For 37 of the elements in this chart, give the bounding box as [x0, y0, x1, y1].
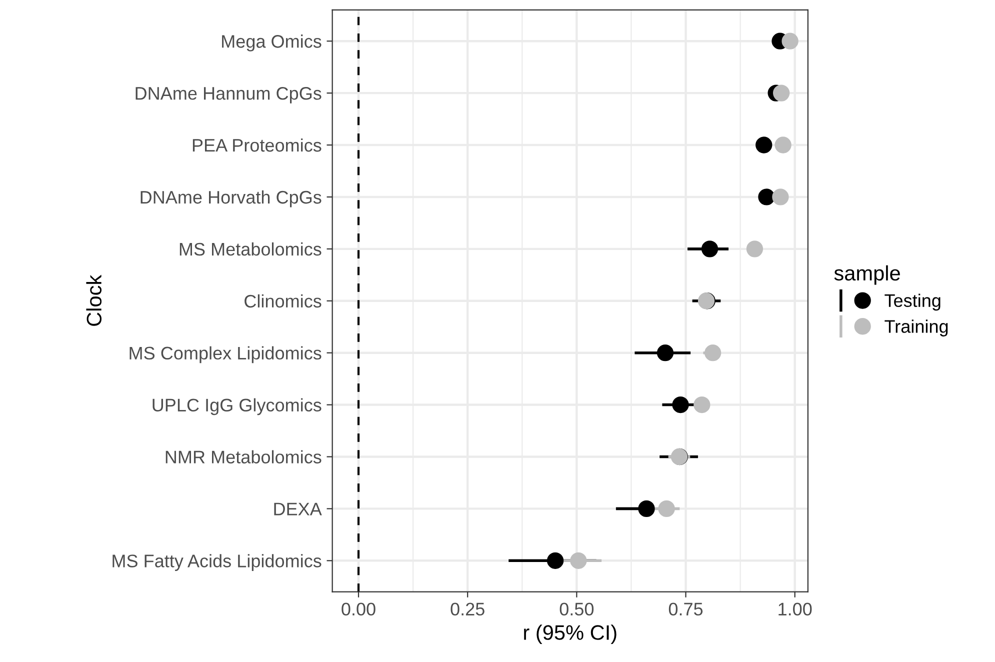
x-tick-label: 0.50	[560, 602, 594, 616]
legend-title: sample	[834, 265, 900, 285]
point	[756, 136, 772, 154]
point	[701, 240, 718, 258]
legend-label: Testing	[884, 294, 940, 311]
y-tick-label: MS Fatty Acids Lipidomics	[112, 554, 322, 571]
point	[774, 136, 792, 154]
y-axis-title: Clock	[86, 274, 102, 326]
point	[672, 396, 689, 414]
y-tick-label: NMR Metabolomics	[166, 450, 322, 464]
point	[746, 240, 764, 258]
y-tick-label: Mega Omics	[222, 34, 322, 52]
y-tick-label: MS Metabolomics	[180, 242, 322, 256]
y-tick-label: PEA Proteomics	[192, 138, 322, 152]
point	[772, 188, 789, 206]
point	[758, 188, 775, 206]
point	[782, 32, 798, 50]
point	[570, 552, 587, 569]
y-tick-label: DNAme Horvath CpGs	[140, 190, 322, 208]
x-tick-label: 0.25	[450, 602, 484, 616]
point	[546, 552, 564, 569]
x-tick-label: 0.00	[342, 602, 376, 616]
y-tick-label: UPLC IgG Glycomics	[152, 398, 322, 416]
point	[772, 84, 790, 102]
point	[704, 344, 722, 362]
y-tick-label: DNAme Hannum CpGs	[136, 86, 322, 104]
x-tick-label: 0.75	[668, 602, 703, 616]
point	[638, 500, 655, 518]
x-axis-title: r (95% CI)	[524, 624, 616, 644]
y-tick-label: DEXA	[274, 502, 322, 516]
x-tick-label: 1.00	[778, 602, 812, 616]
y-tick-label: MS Complex Lipidomics	[130, 346, 322, 364]
point	[658, 500, 675, 518]
y-tick-label: Clinomics	[244, 294, 322, 308]
point	[694, 396, 710, 414]
point	[656, 344, 674, 362]
legend-label: Training	[884, 320, 948, 336]
